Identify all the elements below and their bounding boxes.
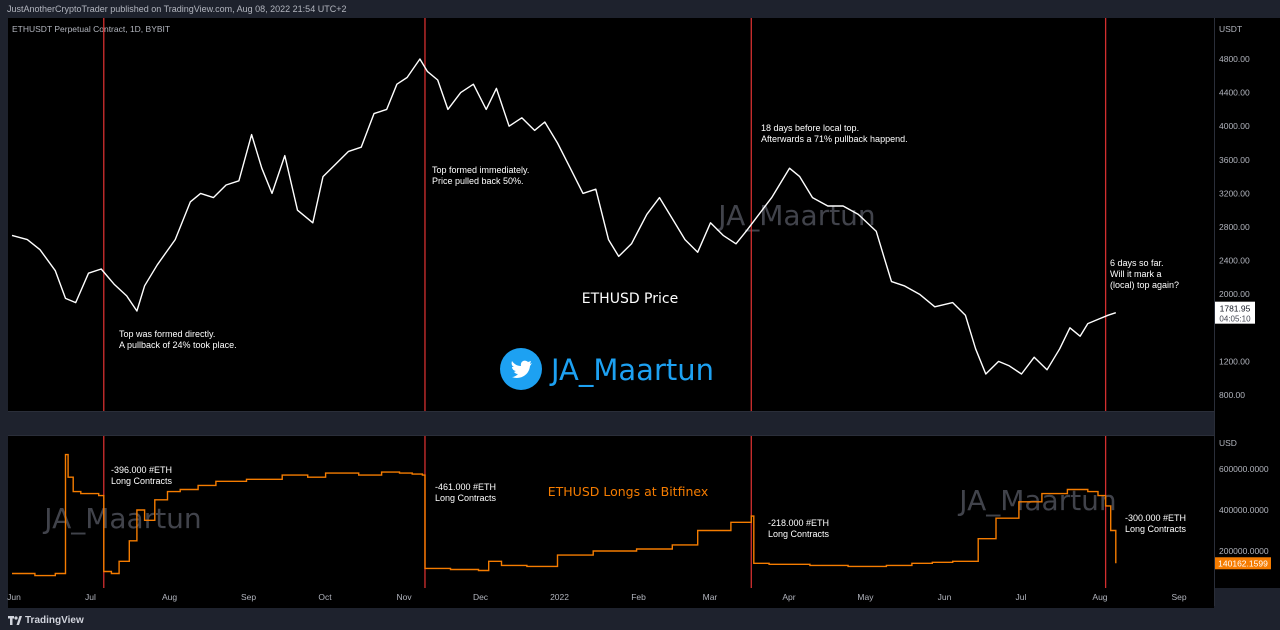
time-tick-label: Sep [1171, 592, 1186, 602]
longs-note-3: -218.000 #ETH Long Contracts [768, 518, 832, 539]
time-scale[interactable] [8, 588, 1214, 608]
price-last-value: 1781.95 [1220, 304, 1251, 314]
price-tick-label: 1200.00 [1219, 356, 1250, 366]
longs-series-line [12, 453, 1117, 577]
time-tick-label: Jul [85, 592, 96, 602]
time-tick-label: Nov [396, 592, 412, 602]
publish-info: JustAnotherCryptoTrader published on Tra… [7, 4, 347, 14]
price-tick-label: 3600.00 [1219, 155, 1250, 165]
time-tick-label: Jun [938, 592, 952, 602]
longs-tick-label: 200000.0000 [1219, 546, 1269, 556]
price-tick-label: 2800.00 [1219, 222, 1250, 232]
time-tick-label: May [857, 592, 874, 602]
note-current: 6 days so far. Will it mark a (local) to… [1110, 258, 1179, 290]
price-chart-title: ETHUSD Price [582, 291, 678, 307]
price-currency-label: USDT [1219, 24, 1242, 34]
time-tick-label: Dec [473, 592, 489, 602]
tradingview-logo-icon [8, 616, 22, 625]
longs-last-value: 140162.1599 [1218, 558, 1268, 568]
time-tick-label: Mar [703, 592, 718, 602]
twitter-bird-icon [511, 360, 532, 378]
note-first-top: Top was formed directly. A pullback of 2… [119, 329, 237, 350]
tradingview-brand: TradingView [25, 615, 84, 626]
publish-header: JustAnotherCryptoTrader published on Tra… [0, 0, 1280, 18]
time-tick-label: 2022 [550, 592, 569, 602]
longs-last-value-box [1215, 557, 1271, 570]
price-tick-label: 2400.00 [1219, 256, 1250, 266]
price-series-line [11, 58, 1117, 375]
twitter-handle: JA_Maartun [549, 353, 714, 387]
longs-chart-title: ETHUSD Longs at Bitfinex [548, 484, 709, 499]
price-tick-label: 800.00 [1219, 390, 1245, 400]
time-tick-label: Aug [162, 592, 177, 602]
chart-marks: Jun Jul Aug Sep Oct Nov Dec 2022 Feb Mar Apr May Jun… [7, 18, 1271, 602]
time-tick-label: Oct [318, 592, 332, 602]
longs-note-4: -300.000 #ETH Long Contracts [1125, 513, 1189, 534]
longs-pane[interactable] [8, 436, 1214, 588]
price-countdown: 04:05:10 [1219, 315, 1251, 324]
price-tick-label: 2000.00 [1219, 289, 1250, 299]
watermark-longs-left: JA_Maartun [42, 502, 201, 535]
note-third-top: 18 days before local top. Afterwards a 7… [761, 123, 908, 144]
longs-note-2: -461.000 #ETH Long Contracts [435, 482, 499, 503]
symbol-label: ETHUSDT Perpetual Contract, 1D, BYBIT [12, 24, 170, 34]
chart-area[interactable]: ETHUSDT Perpetual Contract, 1D, BYBIT US… [0, 18, 1280, 610]
watermark-longs-right: JA_Maartun [957, 484, 1116, 517]
longs-tick-label: 400000.0000 [1219, 505, 1269, 515]
time-tick-label: Jun [7, 592, 21, 602]
time-tick-label: Apr [782, 592, 795, 602]
watermark-price: JA_Maartun [716, 199, 875, 232]
price-tick-label: 3200.00 [1219, 188, 1250, 198]
time-tick-label: Jul [1016, 592, 1027, 602]
price-tick-label: 4800.00 [1219, 54, 1250, 64]
longs-tick-label: 600000.0000 [1219, 464, 1269, 474]
price-tick-label: 4000.00 [1219, 121, 1250, 131]
price-pane[interactable] [8, 18, 1214, 411]
price-tick-label: 4400.00 [1219, 88, 1250, 98]
time-tick-label: Feb [631, 592, 646, 602]
longs-currency-label: USD [1219, 438, 1237, 448]
time-tick-label: Sep [241, 592, 256, 602]
twitter-badge: JA_Maartun [500, 348, 714, 390]
tradingview-footer: TradingView [0, 610, 1280, 630]
time-tick-label: Aug [1092, 592, 1107, 602]
longs-note-1: -396.000 #ETH Long Contracts [111, 465, 175, 486]
note-second-top: Top formed immediately. Price pulled bac… [432, 165, 532, 186]
price-last-value-box [1215, 301, 1255, 324]
